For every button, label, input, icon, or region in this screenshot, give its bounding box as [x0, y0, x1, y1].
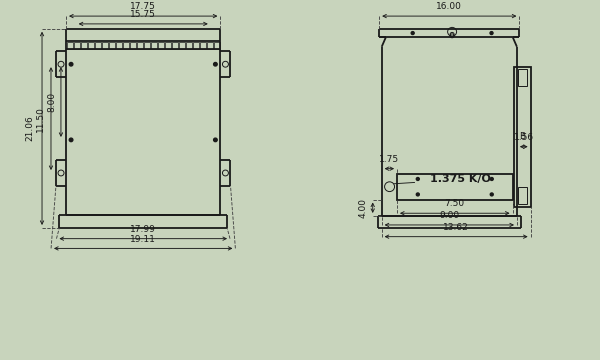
- Bar: [137, 41, 143, 49]
- Bar: [74, 41, 80, 49]
- Circle shape: [214, 63, 217, 66]
- Text: 17.75: 17.75: [130, 2, 156, 11]
- Circle shape: [69, 138, 73, 141]
- Bar: [518, 188, 527, 204]
- Bar: [122, 41, 129, 49]
- Text: 17.99: 17.99: [130, 225, 156, 234]
- Bar: [165, 41, 171, 49]
- Text: 19.11: 19.11: [130, 234, 156, 243]
- Bar: [179, 41, 185, 49]
- Text: B: B: [520, 132, 526, 141]
- Circle shape: [69, 63, 73, 66]
- Circle shape: [214, 138, 217, 141]
- Text: 4.00: 4.00: [359, 198, 368, 218]
- Bar: [116, 41, 122, 49]
- Bar: [88, 41, 94, 49]
- Bar: [193, 41, 199, 49]
- Text: 8.00: 8.00: [47, 92, 56, 112]
- Circle shape: [490, 193, 493, 196]
- Bar: [200, 41, 206, 49]
- Bar: [80, 41, 86, 49]
- Text: 13.62: 13.62: [443, 223, 469, 232]
- Text: 1.75: 1.75: [379, 155, 400, 164]
- Text: 1.375 K/O: 1.375 K/O: [430, 174, 491, 184]
- Bar: [214, 41, 220, 49]
- Bar: [130, 41, 136, 49]
- Bar: [67, 41, 73, 49]
- Text: 15.75: 15.75: [130, 10, 156, 19]
- Circle shape: [490, 32, 493, 35]
- Circle shape: [416, 193, 419, 196]
- Circle shape: [411, 32, 414, 35]
- Text: 1.56: 1.56: [514, 133, 534, 142]
- Bar: [151, 41, 157, 49]
- Text: 21.06: 21.06: [25, 116, 34, 141]
- Bar: [186, 41, 192, 49]
- Circle shape: [416, 177, 419, 180]
- Bar: [101, 41, 107, 49]
- Bar: [397, 174, 512, 199]
- Text: 7.50: 7.50: [445, 199, 465, 208]
- Bar: [172, 41, 178, 49]
- Bar: [95, 41, 101, 49]
- Bar: [109, 41, 115, 49]
- Bar: [207, 41, 213, 49]
- Bar: [144, 41, 150, 49]
- Text: 11.50: 11.50: [36, 106, 45, 131]
- Text: 9.00: 9.00: [439, 211, 460, 220]
- Bar: [514, 67, 530, 207]
- Bar: [158, 41, 164, 49]
- Bar: [518, 69, 527, 86]
- Circle shape: [490, 177, 493, 180]
- Text: 16.00: 16.00: [436, 2, 462, 11]
